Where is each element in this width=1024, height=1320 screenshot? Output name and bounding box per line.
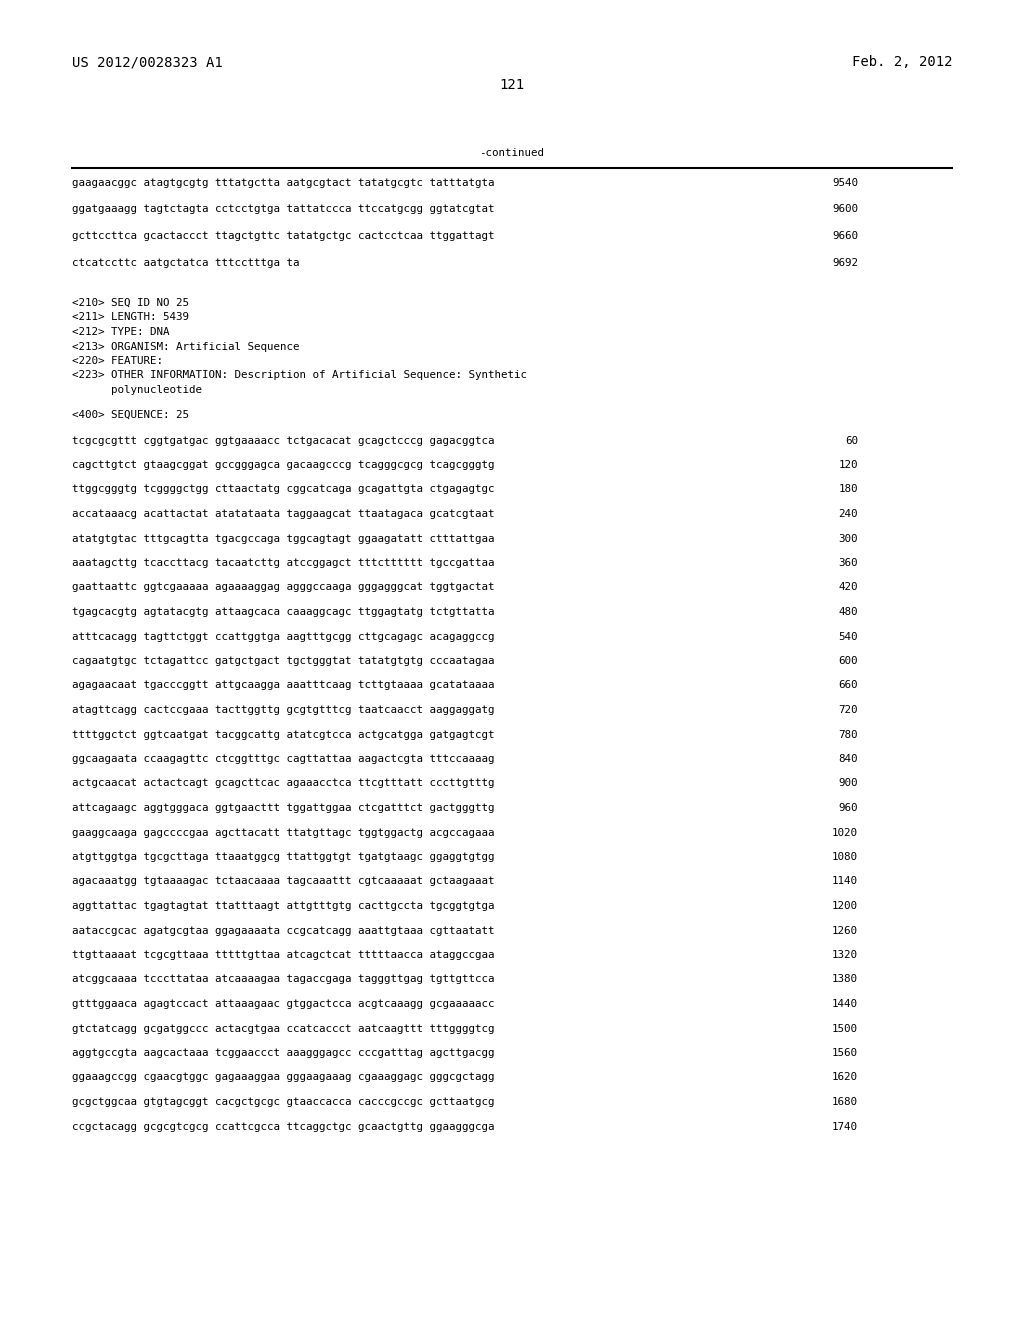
Text: 840: 840 xyxy=(839,754,858,764)
Text: 1080: 1080 xyxy=(831,851,858,862)
Text: 1200: 1200 xyxy=(831,902,858,911)
Text: aggttattac tgagtagtat ttatttaagt attgtttgtg cacttgccta tgcggtgtga: aggttattac tgagtagtat ttatttaagt attgttt… xyxy=(72,902,495,911)
Text: 960: 960 xyxy=(839,803,858,813)
Text: agagaacaat tgacccggtt attgcaagga aaatttcaag tcttgtaaaa gcatataaaa: agagaacaat tgacccggtt attgcaagga aaatttc… xyxy=(72,681,495,690)
Text: tcgcgcgttt cggtgatgac ggtgaaaacc tctgacacat gcagctcccg gagacggtca: tcgcgcgttt cggtgatgac ggtgaaaacc tctgaca… xyxy=(72,436,495,446)
Text: 540: 540 xyxy=(839,631,858,642)
Text: atatgtgtac tttgcagtta tgacgccaga tggcagtagt ggaagatatt ctttattgaa: atatgtgtac tttgcagtta tgacgccaga tggcagt… xyxy=(72,533,495,544)
Text: ggaaagccgg cgaacgtggc gagaaaggaa gggaagaaag cgaaaggagc gggcgctagg: ggaaagccgg cgaacgtggc gagaaaggaa gggaaga… xyxy=(72,1072,495,1082)
Text: 900: 900 xyxy=(839,779,858,788)
Text: 1740: 1740 xyxy=(831,1122,858,1131)
Text: <220> FEATURE:: <220> FEATURE: xyxy=(72,356,163,366)
Text: 9692: 9692 xyxy=(831,257,858,268)
Text: gaagaacggc atagtgcgtg tttatgctta aatgcgtact tatatgcgtc tatttatgta: gaagaacggc atagtgcgtg tttatgctta aatgcgt… xyxy=(72,178,495,187)
Text: gtctatcagg gcgatggccc actacgtgaa ccatcaccct aatcaagttt tttggggtcg: gtctatcagg gcgatggccc actacgtgaa ccatcac… xyxy=(72,1023,495,1034)
Text: 1560: 1560 xyxy=(831,1048,858,1059)
Text: <211> LENGTH: 5439: <211> LENGTH: 5439 xyxy=(72,313,189,322)
Text: atcggcaaaa tcccttataa atcaaaagaa tagaccgaga tagggttgag tgttgttcca: atcggcaaaa tcccttataa atcaaaagaa tagaccg… xyxy=(72,974,495,985)
Text: 1140: 1140 xyxy=(831,876,858,887)
Text: ccgctacagg gcgcgtcgcg ccattcgcca ttcaggctgc gcaactgttg ggaagggcga: ccgctacagg gcgcgtcgcg ccattcgcca ttcaggc… xyxy=(72,1122,495,1131)
Text: ttttggctct ggtcaatgat tacggcattg atatcgtcca actgcatgga gatgagtcgt: ttttggctct ggtcaatgat tacggcattg atatcgt… xyxy=(72,730,495,739)
Text: ttggcgggtg tcggggctgg cttaactatg cggcatcaga gcagattgta ctgagagtgc: ttggcgggtg tcggggctgg cttaactatg cggcatc… xyxy=(72,484,495,495)
Text: 120: 120 xyxy=(839,459,858,470)
Text: Feb. 2, 2012: Feb. 2, 2012 xyxy=(852,55,952,69)
Text: 1440: 1440 xyxy=(831,999,858,1008)
Text: gaaggcaaga gagccccgaa agcttacatt ttatgttagc tggtggactg acgccagaaa: gaaggcaaga gagccccgaa agcttacatt ttatgtt… xyxy=(72,828,495,837)
Text: ggatgaaagg tagtctagta cctcctgtga tattatccca ttccatgcgg ggtatcgtat: ggatgaaagg tagtctagta cctcctgtga tattatc… xyxy=(72,205,495,214)
Text: 9660: 9660 xyxy=(831,231,858,242)
Text: aaatagcttg tcaccttacg tacaatcttg atccggagct tttctttttt tgccgattaa: aaatagcttg tcaccttacg tacaatcttg atccgga… xyxy=(72,558,495,568)
Text: 9600: 9600 xyxy=(831,205,858,214)
Text: aataccgcac agatgcgtaa ggagaaaata ccgcatcagg aaattgtaaa cgttaatatt: aataccgcac agatgcgtaa ggagaaaata ccgcatc… xyxy=(72,925,495,936)
Text: 1320: 1320 xyxy=(831,950,858,960)
Text: 780: 780 xyxy=(839,730,858,739)
Text: gaattaattc ggtcgaaaaa agaaaaggag agggccaaga gggagggcat tggtgactat: gaattaattc ggtcgaaaaa agaaaaggag agggcca… xyxy=(72,582,495,593)
Text: 660: 660 xyxy=(839,681,858,690)
Text: 180: 180 xyxy=(839,484,858,495)
Text: gtttggaaca agagtccact attaaagaac gtggactcca acgtcaaagg gcgaaaaacc: gtttggaaca agagtccact attaaagaac gtggact… xyxy=(72,999,495,1008)
Text: atagttcagg cactccgaaa tacttggttg gcgtgtttcg taatcaacct aaggaggatg: atagttcagg cactccgaaa tacttggttg gcgtgtt… xyxy=(72,705,495,715)
Text: actgcaacat actactcagt gcagcttcac agaaacctca ttcgtttatt cccttgtttg: actgcaacat actactcagt gcagcttcac agaaacc… xyxy=(72,779,495,788)
Text: 300: 300 xyxy=(839,533,858,544)
Text: gcttccttca gcactaccct ttagctgttc tatatgctgc cactcctcaa ttggattagt: gcttccttca gcactaccct ttagctgttc tatatgc… xyxy=(72,231,495,242)
Text: 600: 600 xyxy=(839,656,858,667)
Text: 1680: 1680 xyxy=(831,1097,858,1107)
Text: 1380: 1380 xyxy=(831,974,858,985)
Text: attcagaagc aggtgggaca ggtgaacttt tggattggaa ctcgatttct gactgggttg: attcagaagc aggtgggaca ggtgaacttt tggattg… xyxy=(72,803,495,813)
Text: <223> OTHER INFORMATION: Description of Artificial Sequence: Synthetic: <223> OTHER INFORMATION: Description of … xyxy=(72,371,527,380)
Text: ttgttaaaat tcgcgttaaa tttttgttaa atcagctcat tttttaacca ataggccgaa: ttgttaaaat tcgcgttaaa tttttgttaa atcagct… xyxy=(72,950,495,960)
Text: ctcatccttc aatgctatca tttcctttga ta: ctcatccttc aatgctatca tttcctttga ta xyxy=(72,257,299,268)
Text: <400> SEQUENCE: 25: <400> SEQUENCE: 25 xyxy=(72,409,189,420)
Text: US 2012/0028323 A1: US 2012/0028323 A1 xyxy=(72,55,223,69)
Text: 240: 240 xyxy=(839,510,858,519)
Text: polynucleotide: polynucleotide xyxy=(72,385,202,395)
Text: accataaacg acattactat atatataata taggaagcat ttaatagaca gcatcgtaat: accataaacg acattactat atatataata taggaag… xyxy=(72,510,495,519)
Text: cagcttgtct gtaagcggat gccgggagca gacaagcccg tcagggcgcg tcagcgggtg: cagcttgtct gtaagcggat gccgggagca gacaagc… xyxy=(72,459,495,470)
Text: 121: 121 xyxy=(500,78,524,92)
Text: gcgctggcaa gtgtagcggt cacgctgcgc gtaaccacca cacccgccgc gcttaatgcg: gcgctggcaa gtgtagcggt cacgctgcgc gtaacca… xyxy=(72,1097,495,1107)
Text: -continued: -continued xyxy=(479,148,545,158)
Text: <213> ORGANISM: Artificial Sequence: <213> ORGANISM: Artificial Sequence xyxy=(72,342,299,351)
Text: 1020: 1020 xyxy=(831,828,858,837)
Text: aggtgccgta aagcactaaa tcggaaccct aaagggagcc cccgatttag agcttgacgg: aggtgccgta aagcactaaa tcggaaccct aaaggga… xyxy=(72,1048,495,1059)
Text: tgagcacgtg agtatacgtg attaagcaca caaaggcagc ttggagtatg tctgttatta: tgagcacgtg agtatacgtg attaagcaca caaaggc… xyxy=(72,607,495,616)
Text: atttcacagg tagttctggt ccattggtga aagtttgcgg cttgcagagc acagaggccg: atttcacagg tagttctggt ccattggtga aagtttg… xyxy=(72,631,495,642)
Text: 480: 480 xyxy=(839,607,858,616)
Text: ggcaagaata ccaagagttc ctcggtttgc cagttattaa aagactcgta tttccaaaag: ggcaagaata ccaagagttc ctcggtttgc cagttat… xyxy=(72,754,495,764)
Text: 720: 720 xyxy=(839,705,858,715)
Text: 360: 360 xyxy=(839,558,858,568)
Text: atgttggtga tgcgcttaga ttaaatggcg ttattggtgt tgatgtaagc ggaggtgtgg: atgttggtga tgcgcttaga ttaaatggcg ttattgg… xyxy=(72,851,495,862)
Text: cagaatgtgc tctagattcc gatgctgact tgctgggtat tatatgtgtg cccaatagaa: cagaatgtgc tctagattcc gatgctgact tgctggg… xyxy=(72,656,495,667)
Text: <212> TYPE: DNA: <212> TYPE: DNA xyxy=(72,327,170,337)
Text: 1260: 1260 xyxy=(831,925,858,936)
Text: 60: 60 xyxy=(845,436,858,446)
Text: 9540: 9540 xyxy=(831,178,858,187)
Text: agacaaatgg tgtaaaagac tctaacaaaa tagcaaattt cgtcaaaaat gctaagaaat: agacaaatgg tgtaaaagac tctaacaaaa tagcaaa… xyxy=(72,876,495,887)
Text: 1620: 1620 xyxy=(831,1072,858,1082)
Text: 1500: 1500 xyxy=(831,1023,858,1034)
Text: 420: 420 xyxy=(839,582,858,593)
Text: <210> SEQ ID NO 25: <210> SEQ ID NO 25 xyxy=(72,298,189,308)
